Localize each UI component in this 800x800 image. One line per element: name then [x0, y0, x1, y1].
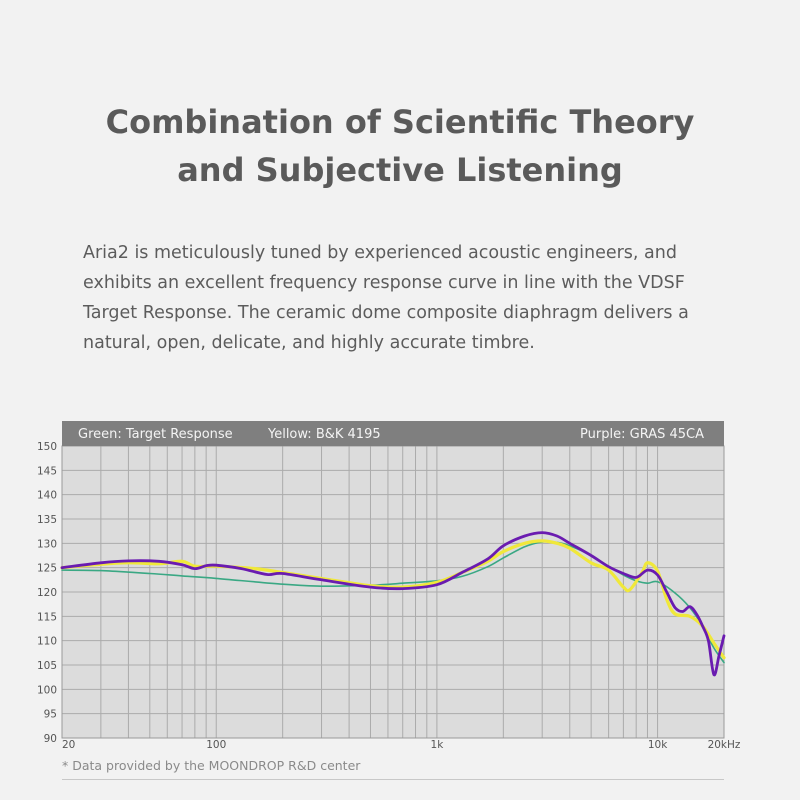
x-tick-label: 1k — [431, 739, 445, 751]
x-axis-ticks: 20 100 1k 10k 20kHz — [62, 739, 741, 751]
x-tick-label: 20kHz — [708, 739, 741, 751]
legend-yellow-label: Yellow: B&K 4195 — [267, 427, 381, 442]
footnote-divider — [62, 779, 724, 780]
y-tick-label: 120 — [37, 587, 57, 599]
description-line-4: natural, open, delicate, and highly accu… — [83, 333, 535, 353]
y-axis-ticks: 90 95 100 105 110 115 120 125 130 135 140 145 150 — [37, 441, 57, 745]
y-tick-label: 140 — [37, 490, 57, 502]
y-tick-label: 110 — [37, 636, 57, 648]
footnote: * Data provided by the MOONDROP R&D cent… — [62, 758, 361, 773]
description-line-1: Aria2 is meticulously tuned by experienc… — [83, 243, 677, 263]
y-tick-label: 145 — [37, 465, 57, 477]
y-tick-label: 130 — [37, 538, 57, 550]
frequency-response-svg: Green: Target Response Yellow: B&K 4195 … — [37, 421, 741, 751]
y-tick-label: 90 — [44, 733, 57, 745]
chart-background — [62, 421, 724, 738]
legend-purple-label: Purple: GRAS 45CA — [580, 427, 704, 442]
y-tick-label: 95 — [44, 709, 57, 721]
title-line-2: and Subjective Listening — [177, 151, 623, 189]
description-line-2: exhibits an excellent frequency response… — [83, 273, 685, 293]
legend-bar — [62, 421, 724, 446]
description-line-3: Target Response. The ceramic dome compos… — [83, 303, 689, 323]
frequency-response-chart: Green: Target Response Yellow: B&K 4195 … — [0, 410, 800, 800]
x-tick-label: 100 — [206, 739, 226, 751]
series-line-green — [61, 540, 725, 664]
series-line-purple — [60, 531, 726, 677]
series-lines — [60, 531, 726, 677]
x-tick-label: 10k — [648, 739, 668, 751]
legend-green-label: Green: Target Response — [78, 427, 233, 442]
title-line-1: Combination of Scientific Theory — [105, 103, 695, 141]
page-title: Combination of Scientific Theory and Sub… — [0, 98, 800, 194]
y-tick-label: 125 — [37, 563, 57, 575]
x-tick-label: 20 — [62, 739, 75, 751]
y-tick-label: 150 — [37, 441, 57, 453]
y-tick-label: 100 — [37, 684, 57, 696]
y-tick-label: 135 — [37, 514, 57, 526]
y-tick-label: 105 — [37, 660, 57, 672]
grid — [62, 446, 724, 738]
y-tick-label: 115 — [37, 611, 57, 623]
description: Aria2 is meticulously tuned by experienc… — [83, 238, 723, 358]
